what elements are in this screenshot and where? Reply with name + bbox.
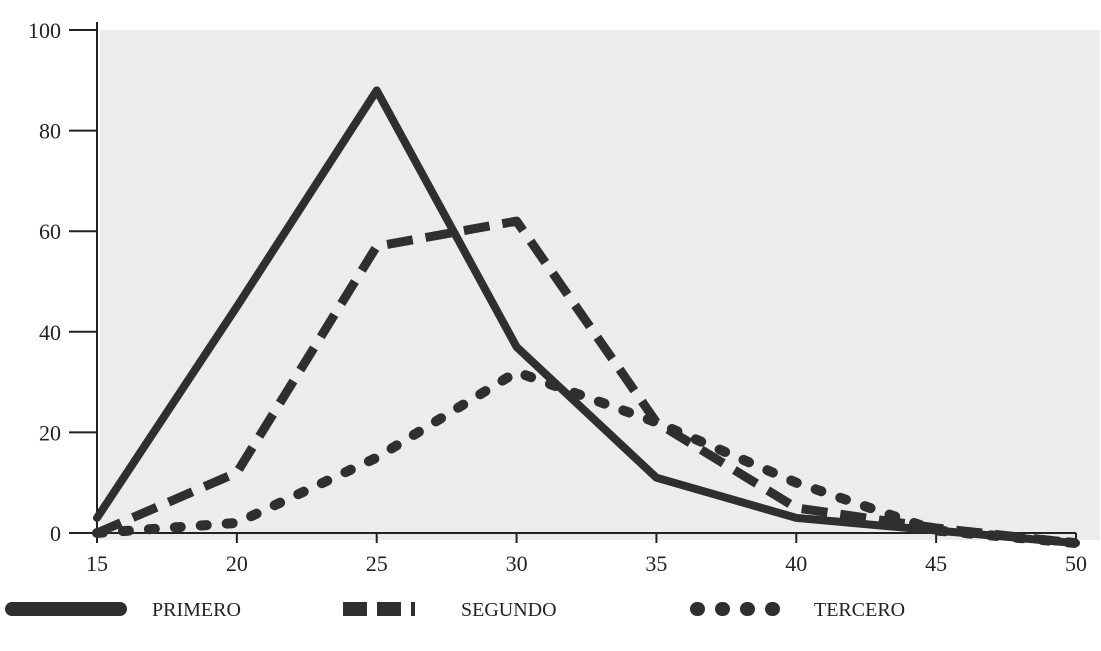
x-tick-label: 45 [925,551,947,576]
x-tick-label: 50 [1065,551,1087,576]
axes: 0 20 40 60 80 100 15 20 25 30 35 40 45 50 [28,18,1087,576]
y-tick-label: 80 [39,119,61,144]
x-tick-label: 20 [226,551,248,576]
series-line-primero [93,86,1080,548]
series-line-tercero [92,367,1081,549]
plot-background [100,30,1100,540]
series-line-segundo [95,216,1077,548]
legend-label-segundo: SEGUNDO [461,599,557,621]
legend: PRIMERO SEGUNDO TERCERO [5,599,905,621]
series-layer [92,86,1081,549]
legend-label-primero: PRIMERO [152,599,241,621]
legend-label-tercero: TERCERO [814,599,905,621]
y-tick-label: 100 [28,18,61,43]
x-tick-label: 30 [506,551,528,576]
x-tick-label: 40 [785,551,807,576]
y-tick-label: 20 [39,420,61,445]
x-tick-label: 15 [86,551,108,576]
x-tick-label: 25 [366,551,388,576]
y-tick-label: 60 [39,219,61,244]
y-tick-label: 0 [50,521,61,546]
x-tick-label: 35 [645,551,667,576]
y-tick-label: 40 [39,320,61,345]
